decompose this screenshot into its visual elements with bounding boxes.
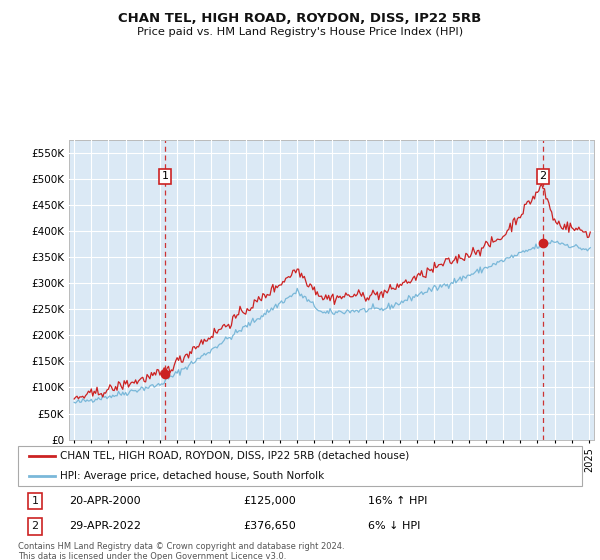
Text: 20-APR-2000: 20-APR-2000: [69, 496, 140, 506]
Text: 1: 1: [31, 496, 38, 506]
Text: 16% ↑ HPI: 16% ↑ HPI: [368, 496, 427, 506]
Text: £376,650: £376,650: [244, 521, 296, 531]
Text: CHAN TEL, HIGH ROAD, ROYDON, DISS, IP22 5RB (detached house): CHAN TEL, HIGH ROAD, ROYDON, DISS, IP22 …: [60, 451, 410, 461]
Text: 1: 1: [161, 171, 169, 181]
Text: 2: 2: [31, 521, 38, 531]
Text: 29-APR-2022: 29-APR-2022: [69, 521, 141, 531]
Text: Contains HM Land Registry data © Crown copyright and database right 2024.
This d: Contains HM Land Registry data © Crown c…: [18, 542, 344, 560]
Text: CHAN TEL, HIGH ROAD, ROYDON, DISS, IP22 5RB: CHAN TEL, HIGH ROAD, ROYDON, DISS, IP22 …: [118, 12, 482, 25]
Text: £125,000: £125,000: [244, 496, 296, 506]
Text: HPI: Average price, detached house, South Norfolk: HPI: Average price, detached house, Sout…: [60, 471, 325, 481]
Text: 2: 2: [539, 171, 547, 181]
Text: 6% ↓ HPI: 6% ↓ HPI: [368, 521, 420, 531]
Text: Price paid vs. HM Land Registry's House Price Index (HPI): Price paid vs. HM Land Registry's House …: [137, 27, 463, 37]
